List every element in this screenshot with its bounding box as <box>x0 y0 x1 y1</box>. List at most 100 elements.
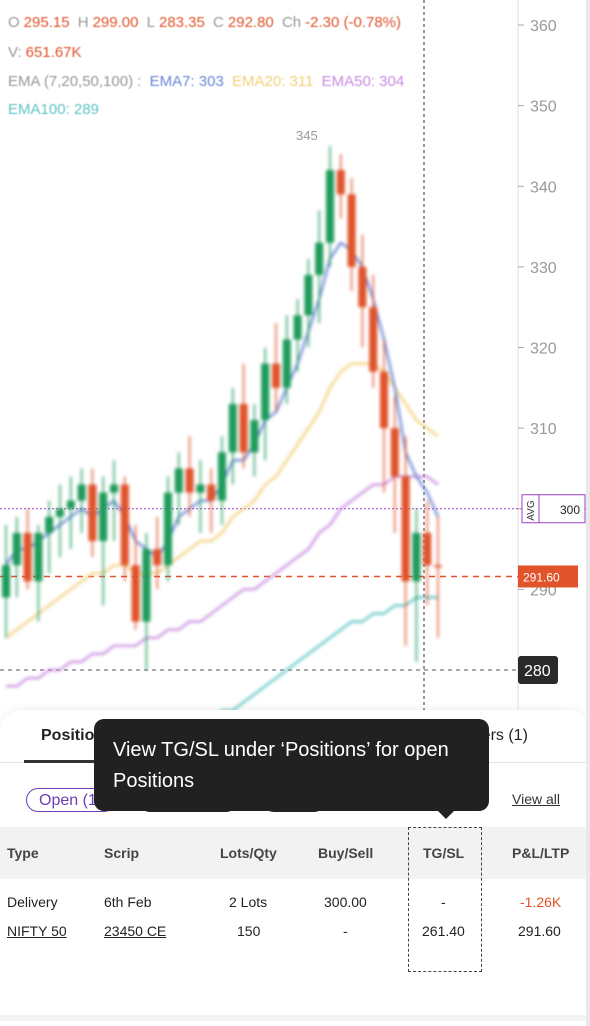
ch-label: Ch <box>281 14 302 31</box>
candle-body <box>99 492 108 541</box>
candle-body <box>12 532 21 566</box>
candle-body <box>390 428 399 477</box>
y-tick-label: 310 <box>530 421 557 438</box>
row-qty: 150 <box>237 923 261 939</box>
y-tick-label: 330 <box>530 260 557 277</box>
candle-body <box>174 468 183 493</box>
low-badge-text: 280 <box>524 663 551 680</box>
candle-body <box>34 532 43 582</box>
candle-body <box>358 266 367 308</box>
candle-body <box>261 363 270 421</box>
avg-badge-label: AVG <box>526 500 537 521</box>
row-lots: 2 Lots <box>229 894 268 910</box>
ohlc-header: O 295.15 H 299.00 L 283.35 C 292.80 Ch -2.30 … <box>8 14 405 31</box>
y-tick-label: 340 <box>530 179 557 196</box>
candle-body <box>164 492 172 566</box>
row-sell-price: - <box>343 923 348 939</box>
header-lots-qty: Lots/Qty <box>220 845 277 861</box>
view-all-link[interactable]: View all <box>512 791 560 807</box>
candle-body <box>250 420 259 453</box>
candle-body <box>218 452 226 501</box>
ema20-line <box>5 362 439 639</box>
candle-body <box>45 516 54 533</box>
ema100-header: EMA100: 289 <box>8 101 103 118</box>
tg-sl-highlight <box>408 827 482 972</box>
l-value: 283.35 <box>158 14 205 31</box>
candle-body <box>272 363 280 388</box>
candle-body <box>196 484 205 493</box>
ch-value: -2.30 (-0.78%) <box>305 14 402 31</box>
header-type: Type <box>7 845 39 861</box>
row-pnl: -1.26K <box>520 894 562 910</box>
bottom-divider <box>0 1015 590 1021</box>
candle-body <box>239 403 248 453</box>
c-value: 292.80 <box>227 14 274 31</box>
ema100-value: EMA100: 289 <box>8 101 99 118</box>
chart-canvas[interactable]: 345360350340330320310300290280291.60280A… <box>0 0 590 720</box>
candle-body <box>207 484 216 501</box>
ltp-badge-bg <box>518 565 578 588</box>
y-tick-label: 360 <box>530 18 557 35</box>
ema100-line <box>207 596 438 720</box>
candle-body <box>315 242 324 275</box>
candle-body <box>401 476 410 582</box>
o-value: 295.15 <box>23 14 70 31</box>
header-tg-sl: TG/SL <box>423 845 465 861</box>
ema50-value: EMA50: 304 <box>321 73 405 90</box>
tooltip-arrow <box>436 809 456 819</box>
ema-label: EMA (7,20,50,100) : <box>8 73 142 90</box>
candle-body <box>88 484 97 541</box>
candle-body <box>110 484 118 493</box>
tab-active-indicator <box>24 760 94 763</box>
header-pnl-ltp: P&L/LTP <box>512 845 570 861</box>
low-badge-bg <box>518 656 558 684</box>
candle-body <box>56 508 64 517</box>
ltp-badge-text: 291.60 <box>523 570 560 584</box>
peak-label: 345 <box>296 128 318 143</box>
candle-body <box>326 170 334 243</box>
o-label: O <box>8 14 20 31</box>
candle-body <box>282 339 291 388</box>
row-ltp: 291.60 <box>518 923 561 939</box>
header-scrip: Scrip <box>104 845 140 861</box>
candle-body <box>369 307 378 372</box>
h-value: 299.00 <box>92 14 139 31</box>
candle-body <box>131 565 140 622</box>
ema50-line <box>6 475 439 688</box>
candles-group <box>2 145 442 720</box>
candle-body <box>66 500 75 509</box>
candle-body <box>293 315 302 340</box>
candle-body <box>380 371 388 429</box>
ema-header: EMA (7,20,50,100) : EMA7: 303 EMA20: 311… <box>8 73 408 90</box>
candle-body <box>228 403 237 453</box>
volume-header: V: 651.67K <box>8 44 86 61</box>
candle-body <box>2 565 10 598</box>
c-label: C <box>213 14 224 31</box>
coachmark-tooltip[interactable]: View TG/SL under ‘Positions’ for open Po… <box>94 719 489 811</box>
table-header: Type Scrip Lots/Qty Buy/Sell TG/SL P&L/L… <box>0 827 590 879</box>
right-edge-strip <box>586 0 590 1026</box>
candle-body <box>336 170 345 195</box>
y-tick-label: 350 <box>530 99 557 116</box>
ema7-value: EMA7: 303 <box>149 73 224 90</box>
header-buy-sell: Buy/Sell <box>318 845 374 861</box>
row-target: - <box>441 894 446 910</box>
candle-body <box>434 565 442 568</box>
v-value: 651.67K <box>25 44 82 61</box>
ema20-value: EMA20: 311 <box>231 73 314 90</box>
price-chart[interactable]: 345360350340330320310300290280291.60280A… <box>0 0 590 720</box>
row-expiry: 6th Feb <box>104 894 152 910</box>
candle-body <box>153 549 162 566</box>
avg-badge-value: 300 <box>560 503 580 517</box>
candle-body <box>423 532 432 566</box>
row-buy-price: 300.00 <box>324 894 367 910</box>
candle-body <box>142 549 151 622</box>
row-symbol-link[interactable]: NIFTY 50 <box>7 923 67 939</box>
candle-body <box>77 484 86 501</box>
candle-body <box>347 194 356 267</box>
v-label: V: <box>8 44 22 61</box>
candle-body <box>120 484 129 566</box>
h-label: H <box>77 14 89 31</box>
candle-body <box>185 468 194 493</box>
row-strike-link[interactable]: 23450 CE <box>104 923 167 939</box>
